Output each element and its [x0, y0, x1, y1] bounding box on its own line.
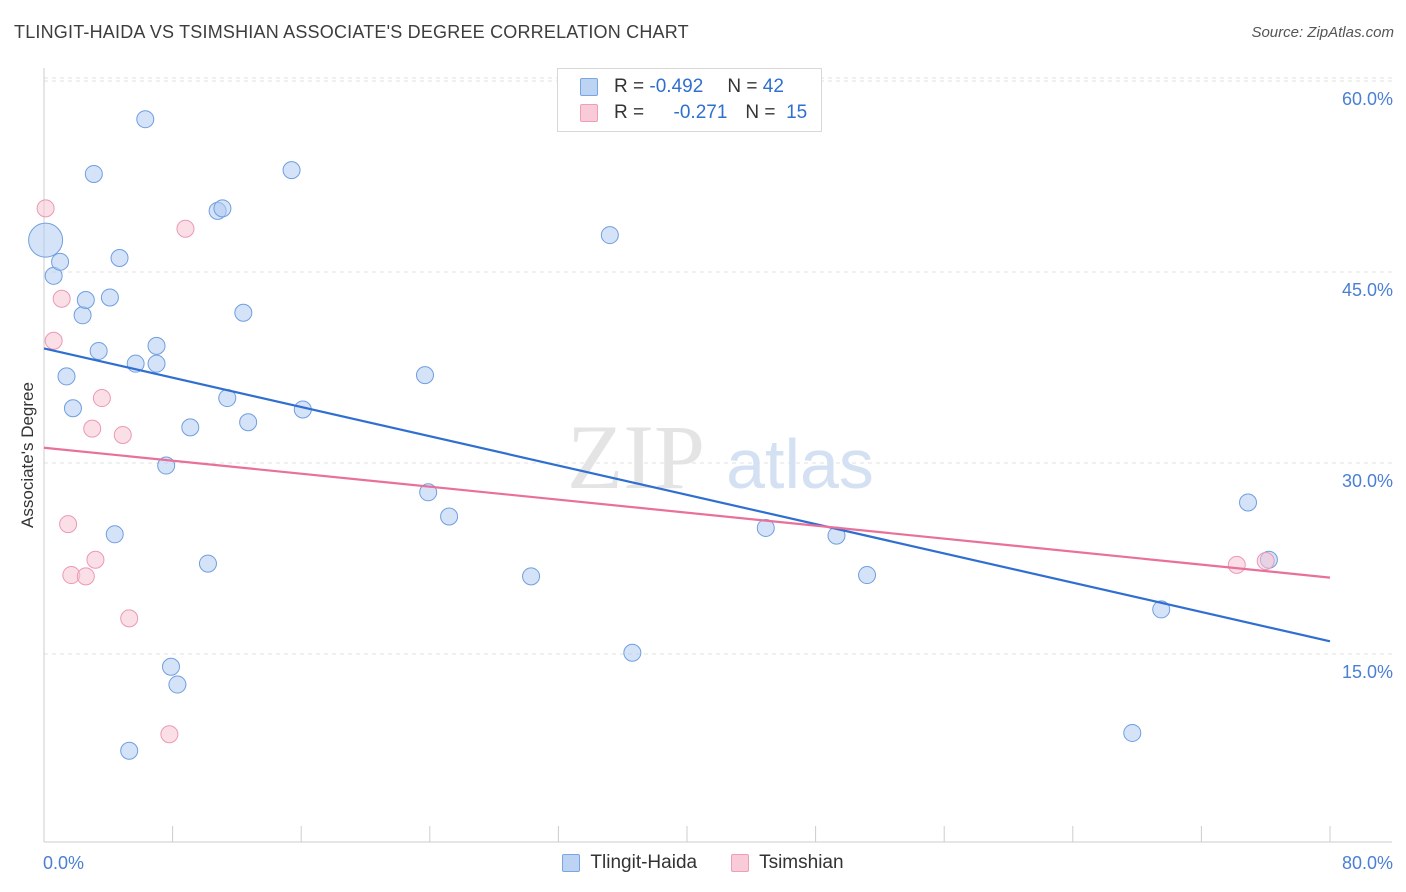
- tick-labels: 15.0% 30.0% 45.0% 60.0% 0.0% 80.0%: [43, 89, 1393, 873]
- tsimshian-legend-swatch: [731, 854, 750, 872]
- watermark: ZIP atlas: [567, 406, 874, 508]
- tlingit-haida-point: [110, 248, 129, 267]
- grid-lines: [44, 77, 1392, 655]
- tlingit-haida-point: [181, 418, 200, 437]
- tsimshian-point: [113, 425, 132, 444]
- tlingit-haida-point: [858, 566, 877, 585]
- tsimshian-point: [76, 567, 95, 586]
- legend-item-tlingit-haida[interactable]: Tlingit-Haida: [562, 852, 697, 874]
- tlingit-haida-point: [600, 226, 619, 245]
- tlingit-haida-point: [120, 741, 139, 760]
- tlingit-haida-point: [1123, 723, 1142, 742]
- n-label: N =: [745, 102, 776, 123]
- y-tick-label: 15.0%: [1342, 662, 1393, 682]
- watermark-zip: ZIP: [567, 406, 705, 508]
- y-tick-label: 30.0%: [1342, 471, 1393, 491]
- tlingit-haida-point: [282, 161, 301, 180]
- series-legend: Tlingit-Haida Tsimshian: [0, 852, 1406, 874]
- tlingit-haida-legend-label: Tlingit-Haida: [590, 852, 698, 873]
- tsimshian-point: [44, 331, 63, 350]
- tsimshian-point: [120, 609, 139, 628]
- tlingit-haida-point: [136, 110, 155, 129]
- tlingit-haida-point: [28, 222, 64, 258]
- tlingit-haida-point: [234, 303, 253, 322]
- tsimshian-swatch: [580, 104, 598, 122]
- x-tick-label: 0.0%: [43, 853, 84, 873]
- tlingit-haida-point: [73, 306, 92, 325]
- tsimshian-legend-label: Tsimshian: [759, 852, 844, 873]
- tlingit-haida-point: [440, 507, 459, 526]
- legend-item-tsimshian[interactable]: Tsimshian: [731, 852, 844, 874]
- tlingit-haida-point: [213, 199, 232, 218]
- tlingit-haida-point: [84, 164, 103, 183]
- tsimshian-points: [36, 199, 1275, 744]
- tlingit-haida-trend-line: [43, 347, 1331, 643]
- y-tick-label: 45.0%: [1342, 280, 1393, 300]
- tlingit-haida-point: [51, 252, 70, 271]
- r-value-tlingit-haida: -0.492: [649, 76, 704, 97]
- r-label: R =: [614, 76, 645, 97]
- tlingit-haida-legend-swatch: [562, 854, 581, 872]
- tlingit-haida-point: [1152, 600, 1171, 619]
- correlation-legend: R = -0.492 N = 42 R = -0.271 N = 15: [557, 68, 822, 132]
- tsimshian-point: [59, 515, 78, 534]
- tlingit-haida-point: [239, 413, 258, 432]
- axes: [43, 68, 1392, 843]
- tlingit-haida-point: [147, 336, 166, 355]
- tlingit-haida-point: [623, 643, 642, 662]
- tsimshian-point: [86, 550, 105, 569]
- tlingit-haida-point: [57, 367, 76, 386]
- tsimshian-point: [36, 199, 55, 218]
- tsimshian-point: [176, 219, 195, 238]
- tlingit-haida-point: [756, 518, 775, 537]
- tsimshian-trend-line: [43, 446, 1331, 579]
- tlingit-haida-point: [89, 341, 108, 360]
- tlingit-haida-point: [415, 366, 434, 385]
- n-value-tsimshian: 15: [786, 102, 808, 123]
- tlingit-haida-point: [168, 675, 187, 694]
- tlingit-haida-point: [161, 657, 180, 676]
- tsimshian-point: [83, 419, 102, 438]
- tlingit-haida-point: [76, 291, 95, 310]
- tsimshian-point: [52, 289, 71, 308]
- tlingit-haida-point: [100, 288, 119, 307]
- tlingit-haida-points: [28, 110, 1278, 760]
- legend-row-tsimshian: R = -0.271 N = 15: [580, 101, 807, 125]
- tlingit-haida-point: [105, 525, 124, 544]
- y-tick-label: 60.0%: [1342, 89, 1393, 109]
- legend-row-tlingit-haida: R = -0.492 N = 42: [580, 75, 784, 99]
- tsimshian-point: [160, 725, 179, 744]
- watermark-atlas: atlas: [726, 425, 874, 503]
- chart-title: TLINGIT-HAIDA VS TSIMSHIAN ASSOCIATE'S D…: [14, 22, 689, 42]
- tlingit-haida-point: [522, 567, 541, 586]
- source-label: Source: ZipAtlas.com: [1251, 24, 1394, 41]
- tsimshian-point: [1256, 552, 1275, 571]
- tsimshian-point: [1227, 555, 1246, 574]
- tlingit-haida-point: [63, 399, 82, 418]
- trend-lines: [43, 347, 1331, 643]
- n-label: N =: [727, 76, 758, 97]
- tlingit-haida-point: [1239, 493, 1258, 512]
- r-value-tsimshian: -0.271: [673, 102, 728, 123]
- r-label: R =: [614, 102, 645, 123]
- x-tick-label: 80.0%: [1342, 853, 1393, 873]
- tsimshian-point: [92, 389, 111, 408]
- n-value-tlingit-haida: 42: [762, 76, 784, 97]
- tlingit-haida-swatch: [580, 78, 598, 96]
- tlingit-haida-point: [147, 354, 166, 373]
- tlingit-haida-point: [198, 554, 217, 573]
